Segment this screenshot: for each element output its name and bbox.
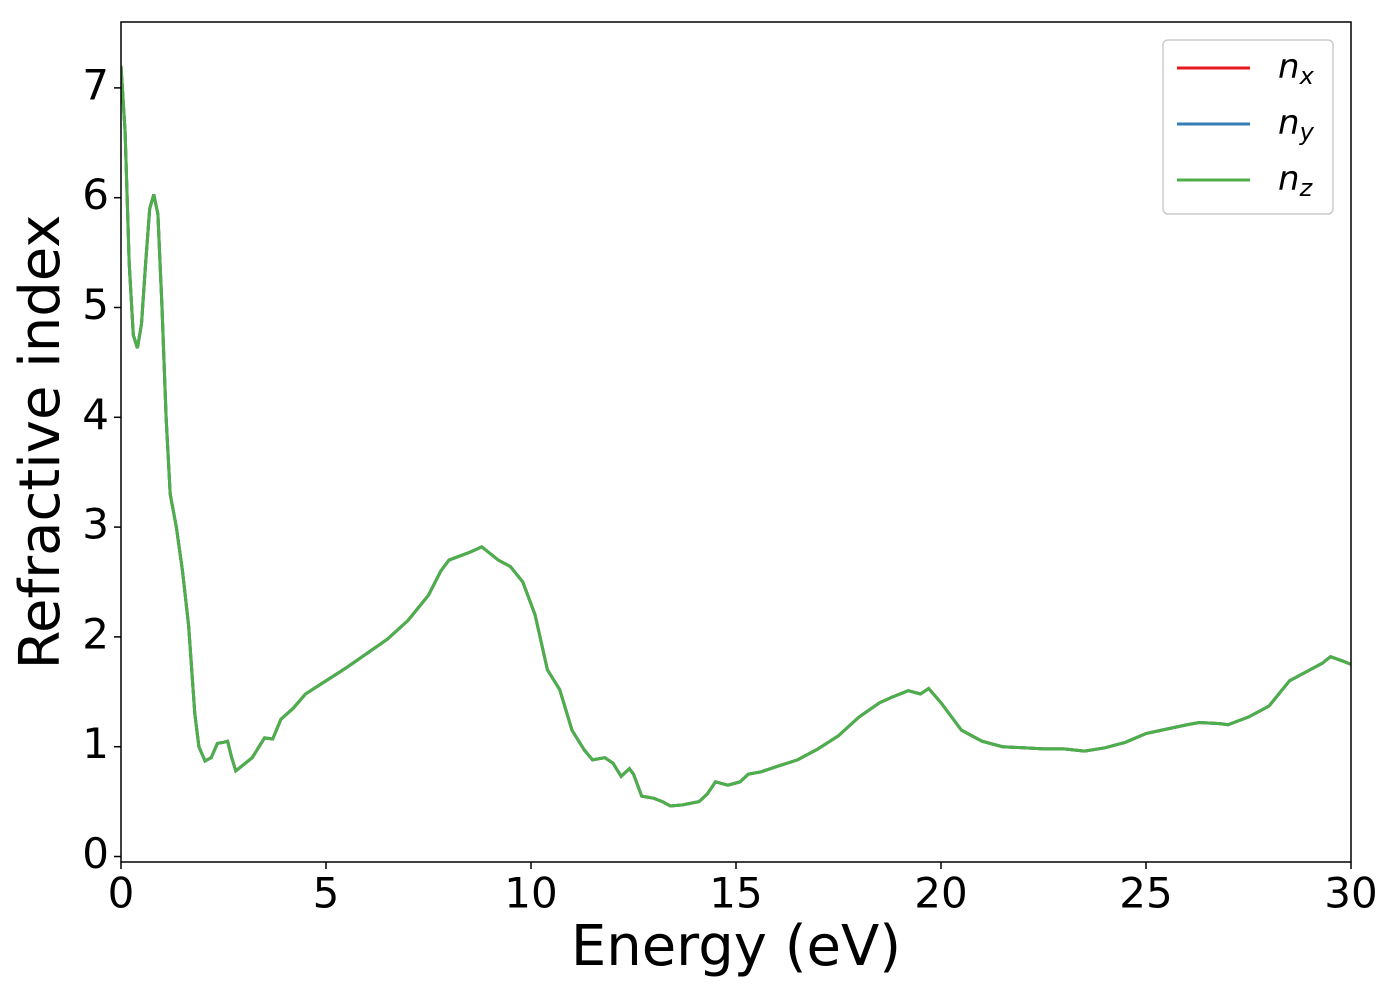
legend-label: ny <box>1278 103 1315 147</box>
legend-label: nz <box>1278 159 1314 203</box>
y-tick-label: 7 <box>82 60 109 109</box>
y-axis-label: Refractive index <box>8 215 73 670</box>
x-tick-label: 5 <box>313 869 340 918</box>
legend-label: nx <box>1278 47 1315 91</box>
y-tick-label: 2 <box>82 609 109 658</box>
x-tick-label: 20 <box>914 869 967 918</box>
legend-box <box>1162 39 1334 215</box>
y-tick-label: 0 <box>82 829 109 878</box>
y-tick-label: 4 <box>82 390 109 439</box>
y-tick-label: 1 <box>82 719 109 768</box>
plot-frame <box>120 21 1352 863</box>
x-tick-label: 25 <box>1119 869 1172 918</box>
y-tick-label: 6 <box>82 170 109 219</box>
y-tick-label: 3 <box>82 500 109 549</box>
x-tick-label: 15 <box>709 869 762 918</box>
x-tick-label: 0 <box>108 869 135 918</box>
x-axis-label: Energy (eV) <box>571 914 901 979</box>
x-tick-label: 30 <box>1324 869 1377 918</box>
y-tick-label: 5 <box>82 280 109 329</box>
x-tick-label: 10 <box>504 869 557 918</box>
series-line <box>121 65 1351 808</box>
